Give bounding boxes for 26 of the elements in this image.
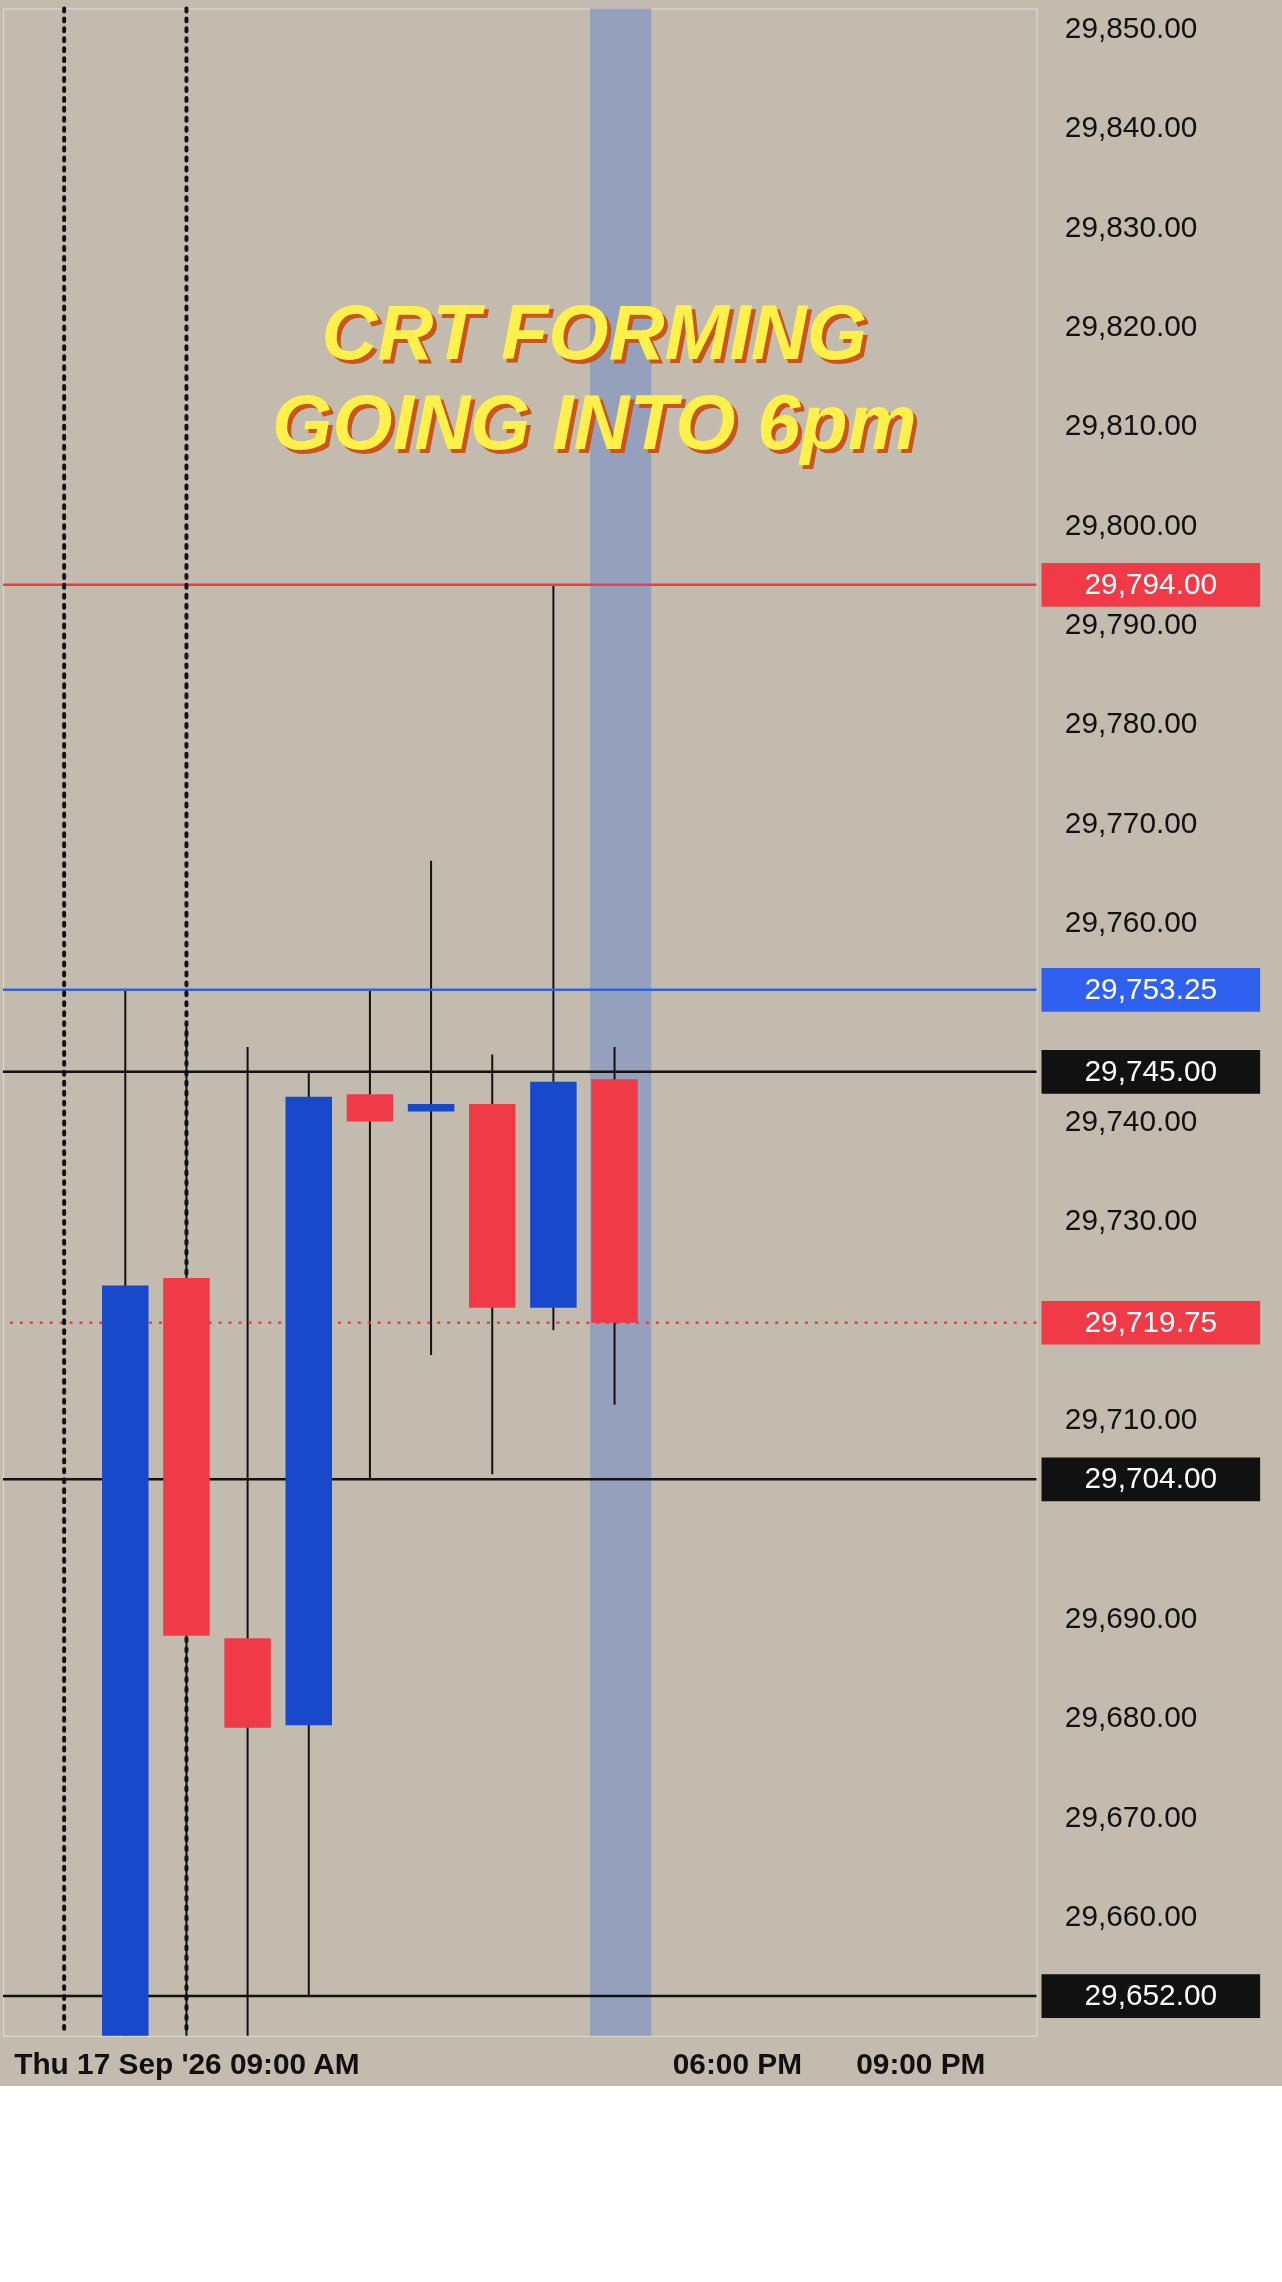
- ref-line-label: 29,794.00: [1084, 566, 1218, 600]
- ref-line-label: 29,704.00: [1084, 1461, 1218, 1495]
- y-tick-label: 29,670.00: [1064, 1799, 1198, 1833]
- y-tick-label: 29,760.00: [1064, 905, 1198, 939]
- y-tick-label: 29,800.00: [1064, 507, 1198, 541]
- ref-line-label: 29,745.00: [1084, 1053, 1218, 1087]
- ref-line-label: 29,652.00: [1084, 1978, 1218, 2011]
- y-tick-label: 29,680.00: [1064, 1700, 1198, 1734]
- y-tick-label: 29,790.00: [1064, 607, 1198, 641]
- y-tick-label: 29,810.00: [1064, 408, 1198, 442]
- y-tick-label: 29,840.00: [1064, 110, 1198, 144]
- x-tick-label: 06:00 PM: [672, 2047, 802, 2081]
- y-tick-label: 29,770.00: [1064, 805, 1198, 839]
- y-tick-label: 29,710.00: [1064, 1402, 1198, 1436]
- y-tick-label: 29,660.00: [1064, 1898, 1198, 1932]
- y-tick-label: 29,690.00: [1064, 1600, 1198, 1634]
- x-tick-label: Thu 17 Sep '26 09:00 AM: [14, 2047, 360, 2081]
- y-tick-label: 29,820.00: [1064, 308, 1198, 342]
- y-tick-label: 29,850.00: [1064, 10, 1198, 44]
- y-tick-label: 29,780.00: [1064, 706, 1198, 740]
- ref-line-label: 29,719.75: [1084, 1304, 1218, 1338]
- ref-line-label: 29,753.25: [1084, 971, 1218, 1005]
- x-tick-label: 09:00 PM: [856, 2047, 986, 2081]
- y-tick-label: 29,740.00: [1064, 1103, 1198, 1137]
- y-tick-label: 29,830.00: [1064, 209, 1198, 243]
- y-tick-label: 29,730.00: [1064, 1203, 1198, 1237]
